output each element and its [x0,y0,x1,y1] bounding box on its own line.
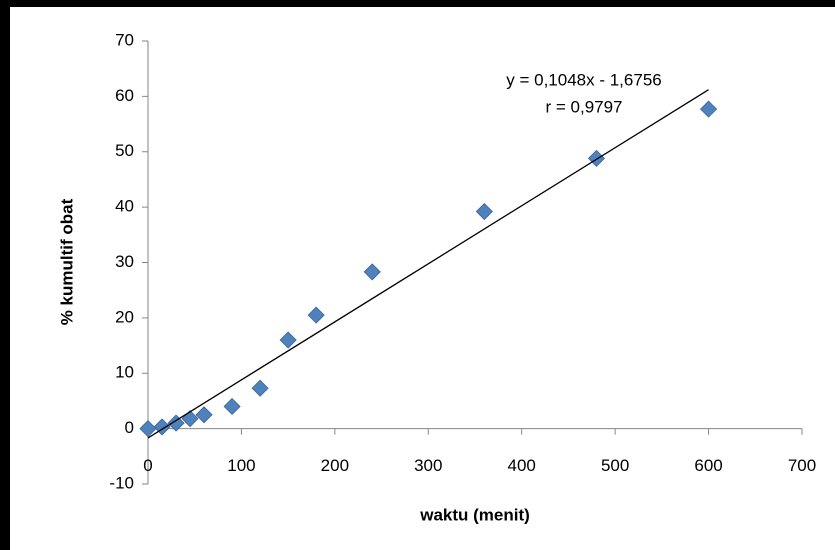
x-tick-label: 400 [508,456,536,475]
y-tick-label: -10 [109,473,134,492]
x-tick-label: 200 [321,456,349,475]
x-tick-label: 0 [143,456,152,475]
x-axis-label: waktu (menit) [419,505,530,524]
y-tick-label: 70 [115,30,134,49]
y-tick-label: 30 [115,252,134,271]
chart: waktu (menit) % kumultif obat y = 0,1048… [0,0,835,550]
r-annotation: r = 0,9797 [545,97,622,116]
y-tick-label: 0 [125,418,134,437]
x-tick-label: 300 [414,456,442,475]
frame-top [0,0,835,7]
x-tick-label: 600 [694,456,722,475]
x-tick-label: 700 [788,456,816,475]
y-tick-label: 60 [115,86,134,105]
equation-annotation: y = 0,1048x - 1,6756 [506,70,661,89]
y-tick-label: 40 [115,197,134,216]
y-tick-label: 10 [115,363,134,382]
x-tick-label: 100 [227,456,255,475]
y-tick-label: 50 [115,141,134,160]
y-axis-label: % kumultif obat [57,198,76,325]
y-tick-label: 20 [115,307,134,326]
x-tick-label: 500 [601,456,629,475]
frame-left [0,0,10,550]
